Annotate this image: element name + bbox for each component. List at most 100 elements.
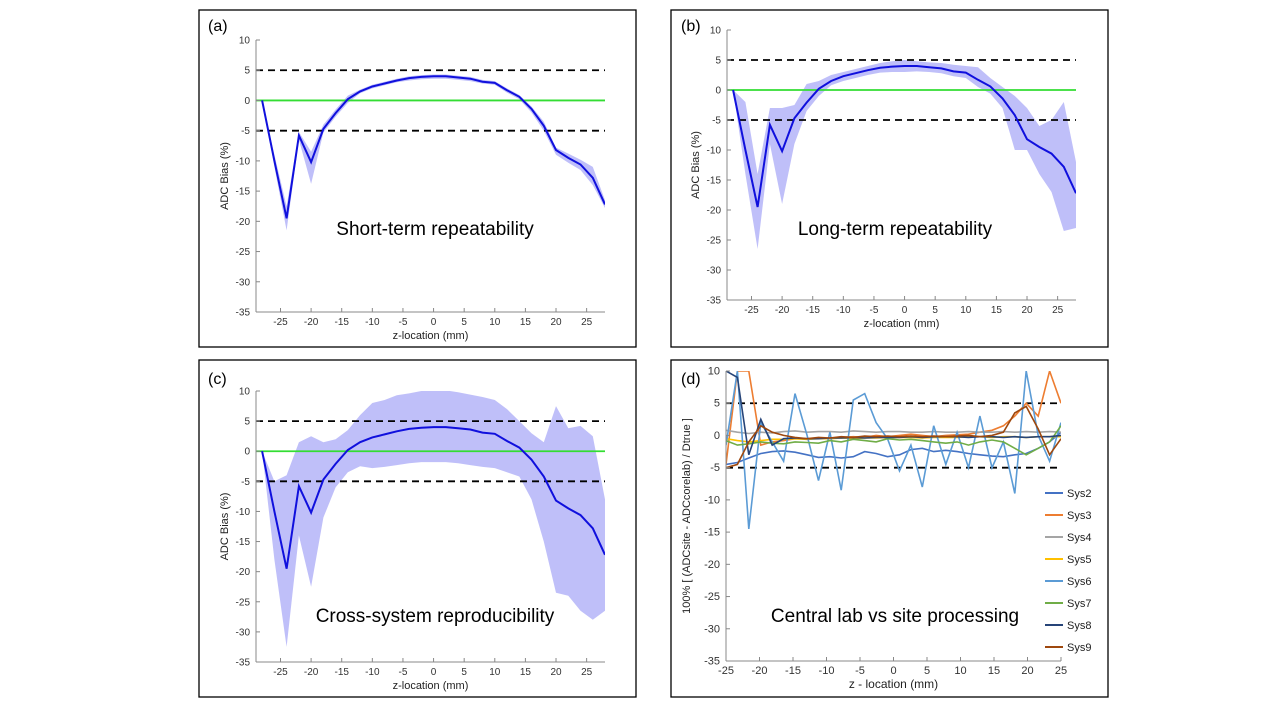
plot-area bbox=[256, 391, 605, 647]
legend-label-sys3: Sys3 bbox=[1067, 510, 1091, 522]
plot-area bbox=[726, 371, 1061, 529]
x-tick-label: -25 bbox=[744, 305, 759, 316]
x-tick-label: 10 bbox=[954, 665, 966, 677]
x-axis-label: z-location (mm) bbox=[864, 318, 940, 330]
panel-label: (b) bbox=[681, 18, 701, 35]
panel-label: (d) bbox=[681, 371, 701, 388]
panel-b: 10 5 0 -5 -10 -15 -20 -25 -30 -35 -25 -20 -15 -10 -5 0 5… bbox=[670, 9, 1109, 348]
y-tick-label: -10 bbox=[704, 494, 720, 506]
x-tick-label: 0 bbox=[890, 665, 896, 677]
y-tick-label: -35 bbox=[236, 658, 251, 669]
y-tick-label: 0 bbox=[244, 96, 250, 107]
y-axis-label: ADC Bias (%) bbox=[219, 493, 231, 561]
x-tick-label: 5 bbox=[461, 317, 467, 328]
y-tick-label: -25 bbox=[707, 236, 722, 247]
panel-frame bbox=[198, 9, 637, 348]
y-tick-label: 0 bbox=[244, 447, 250, 458]
mean-bias-line bbox=[261, 426, 605, 569]
y-tick-label: -10 bbox=[236, 156, 251, 167]
legend-label-sys4: Sys4 bbox=[1067, 532, 1091, 544]
x-tick-label: -25 bbox=[273, 317, 288, 328]
x-tick-label: 25 bbox=[1052, 305, 1064, 316]
y-tick-label: -5 bbox=[712, 116, 721, 127]
legend-label-sys9: Sys9 bbox=[1067, 642, 1091, 654]
y-tick-label: -15 bbox=[704, 527, 720, 539]
x-tick-label: 20 bbox=[1021, 305, 1033, 316]
x-tick-label: -20 bbox=[304, 317, 319, 328]
x-axis-label: z-location (mm) bbox=[393, 680, 469, 692]
legend-label-sys6: Sys6 bbox=[1067, 576, 1091, 588]
x-tick-label: 10 bbox=[489, 317, 501, 328]
x-tick-label: 25 bbox=[581, 667, 593, 678]
panel-frame bbox=[670, 359, 1109, 698]
x-tick-label: -5 bbox=[398, 667, 407, 678]
y-tick-label: 10 bbox=[239, 387, 251, 398]
x-tick-label: -15 bbox=[785, 665, 801, 677]
plot-area bbox=[256, 69, 605, 231]
x-tick-label: 15 bbox=[520, 317, 532, 328]
x-tick-label: 25 bbox=[581, 317, 593, 328]
y-tick-label: -10 bbox=[707, 146, 722, 157]
x-tick-label: 10 bbox=[960, 305, 972, 316]
legend-label-sys5: Sys5 bbox=[1067, 554, 1091, 566]
series-line-sys4 bbox=[726, 429, 1061, 435]
legend: Sys2 Sys3 Sys4 Sys5 Sys6 Sys7 Sys8 Sys9 bbox=[1045, 488, 1091, 654]
y-tick-label: -5 bbox=[241, 477, 250, 488]
y-axis-label: 100% [ (ADCsite - ADCcorelab) / Dtrue ] bbox=[681, 418, 693, 614]
x-tick-label: -10 bbox=[819, 665, 835, 677]
y-tick-label: 0 bbox=[714, 430, 720, 442]
panel-label: (c) bbox=[208, 371, 227, 388]
y-axis-label: ADC Bias (%) bbox=[219, 142, 231, 210]
panel-c: 10 5 0 -5 -10 -15 -20 -25 -30 -35 -25 -20 -15 -10 -5 0 5… bbox=[198, 359, 637, 698]
x-tick-label: -5 bbox=[855, 665, 865, 677]
x-tick-label: 10 bbox=[489, 667, 501, 678]
x-tick-label: 20 bbox=[1021, 665, 1033, 677]
x-tick-label: -20 bbox=[775, 305, 790, 316]
y-tick-label: -5 bbox=[710, 462, 720, 474]
series-line-sys8 bbox=[726, 371, 1061, 456]
panel-title: Cross-system reproducibility bbox=[316, 606, 555, 627]
y-tick-label: 0 bbox=[715, 86, 721, 97]
x-tick-label: -20 bbox=[752, 665, 768, 677]
x-tick-label: -5 bbox=[869, 305, 878, 316]
x-axis-label: z - location (mm) bbox=[849, 677, 938, 691]
x-tick-label: 20 bbox=[550, 667, 562, 678]
y-tick-label: -25 bbox=[236, 597, 251, 608]
y-tick-label: -30 bbox=[707, 266, 722, 277]
x-axis-label: z-location (mm) bbox=[393, 330, 469, 342]
x-tick-label: 25 bbox=[1055, 665, 1067, 677]
panel-title: Short-term repeatability bbox=[336, 219, 534, 240]
x-tick-label: -15 bbox=[334, 317, 349, 328]
y-tick-label: -35 bbox=[707, 296, 722, 307]
series-line-sys6 bbox=[726, 371, 1061, 529]
panel-title: Long-term repeatability bbox=[798, 219, 993, 240]
confidence-band bbox=[262, 391, 605, 647]
panel-label: (a) bbox=[208, 18, 228, 35]
x-tick-label: 15 bbox=[520, 667, 532, 678]
y-tick-label: -20 bbox=[704, 559, 720, 571]
panel-a: 10 5 0 -5 -10 -15 -20 -25 -30 -35 -25 -20 -15 -10 -5 0 5… bbox=[198, 9, 637, 348]
y-tick-label: -25 bbox=[704, 591, 720, 603]
plot-area bbox=[727, 59, 1076, 249]
x-tick-label: 5 bbox=[932, 305, 938, 316]
y-tick-label: 10 bbox=[239, 36, 251, 47]
x-tick-label: 0 bbox=[431, 667, 437, 678]
y-tick-label: -30 bbox=[236, 627, 251, 638]
x-tick-label: -10 bbox=[365, 667, 380, 678]
y-tick-label: -10 bbox=[236, 507, 251, 518]
legend-label-sys2: Sys2 bbox=[1067, 488, 1091, 500]
y-tick-label: -20 bbox=[236, 567, 251, 578]
x-tick-label: -5 bbox=[398, 317, 407, 328]
y-tick-label: 5 bbox=[244, 417, 250, 428]
x-tick-label: 15 bbox=[991, 305, 1003, 316]
y-tick-label: -30 bbox=[236, 277, 251, 288]
y-tick-label: -35 bbox=[704, 656, 720, 668]
x-tick-label: 5 bbox=[461, 667, 467, 678]
y-tick-label: -5 bbox=[241, 126, 250, 137]
x-tick-label: 0 bbox=[902, 305, 908, 316]
x-tick-label: -20 bbox=[304, 667, 319, 678]
y-tick-label: 10 bbox=[708, 366, 720, 378]
x-tick-label: -25 bbox=[273, 667, 288, 678]
